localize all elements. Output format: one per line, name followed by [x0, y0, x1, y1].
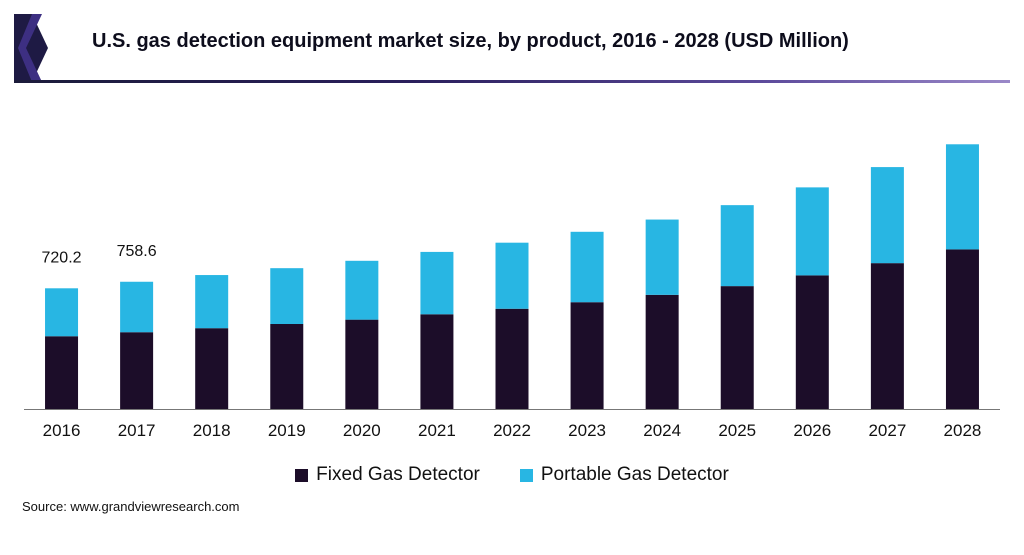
- bar-portable-2016: [45, 288, 79, 337]
- x-tick-label-2018: 2018: [193, 421, 231, 440]
- bar-portable-2027: [870, 167, 904, 264]
- chart-title: U.S. gas detection equipment market size…: [92, 30, 849, 52]
- title-divider: [14, 80, 1010, 83]
- bar-fixed-2019: [270, 324, 304, 409]
- x-tick-label-2017: 2017: [118, 421, 156, 440]
- bar-fixed-2021: [420, 314, 454, 409]
- stacked-bar-chart: 720.2 2016 758.6 2017 2018 2019 2020 2021 2022 20…: [24, 144, 1000, 440]
- bar-portable-2020: [345, 260, 379, 320]
- bar-portable-2023: [570, 231, 604, 303]
- x-tick-label-2024: 2024: [643, 421, 681, 440]
- data-label-2016: 720.2: [42, 249, 82, 266]
- legend-swatch-portable: [519, 468, 533, 482]
- x-tick-label-2016: 2016: [43, 421, 81, 440]
- chart-legend: Fixed Gas Detector Portable Gas Detector: [0, 464, 1024, 486]
- x-tick-label-2022: 2022: [493, 421, 531, 440]
- x-tick-label-2020: 2020: [343, 421, 381, 440]
- bar-fixed-2023: [570, 302, 604, 409]
- bar-fixed-2018: [195, 328, 229, 409]
- bar-portable-2018: [195, 275, 229, 329]
- x-tick-label-2027: 2027: [868, 421, 906, 440]
- x-tick-label-2025: 2025: [718, 421, 756, 440]
- bar-fixed-2025: [720, 286, 754, 409]
- x-tick-label-2019: 2019: [268, 421, 306, 440]
- bar-fixed-2020: [345, 319, 379, 409]
- legend-swatch-fixed: [295, 468, 309, 482]
- bar-portable-2024: [645, 219, 679, 295]
- legend-label-fixed: Fixed Gas Detector: [316, 464, 480, 485]
- bar-fixed-2017: [120, 332, 154, 409]
- brand-logo-icon: [14, 14, 52, 82]
- bar-portable-2017: [120, 281, 154, 333]
- x-tick-label-2023: 2023: [568, 421, 606, 440]
- bar-fixed-2016: [45, 336, 79, 409]
- bar-fixed-2022: [495, 308, 529, 409]
- source-note: Source: www.grandviewresearch.com: [22, 499, 240, 514]
- legend-item-portable: Portable Gas Detector: [519, 464, 729, 486]
- bar-portable-2025: [720, 205, 754, 287]
- x-tick-label-2028: 2028: [944, 421, 982, 440]
- bar-portable-2026: [795, 187, 829, 276]
- bar-portable-2028: [945, 144, 979, 250]
- bar-fixed-2027: [870, 263, 904, 409]
- bar-fixed-2026: [795, 275, 829, 409]
- legend-label-portable: Portable Gas Detector: [540, 464, 729, 485]
- legend-item-fixed: Fixed Gas Detector: [295, 464, 480, 486]
- bar-fixed-2024: [645, 294, 679, 409]
- x-tick-label-2021: 2021: [418, 421, 456, 440]
- data-label-2017: 758.6: [117, 243, 157, 260]
- bar-portable-2021: [420, 251, 454, 315]
- bar-portable-2019: [270, 268, 304, 325]
- bar-portable-2022: [495, 242, 529, 309]
- x-tick-label-2026: 2026: [793, 421, 831, 440]
- bar-fixed-2028: [945, 249, 979, 409]
